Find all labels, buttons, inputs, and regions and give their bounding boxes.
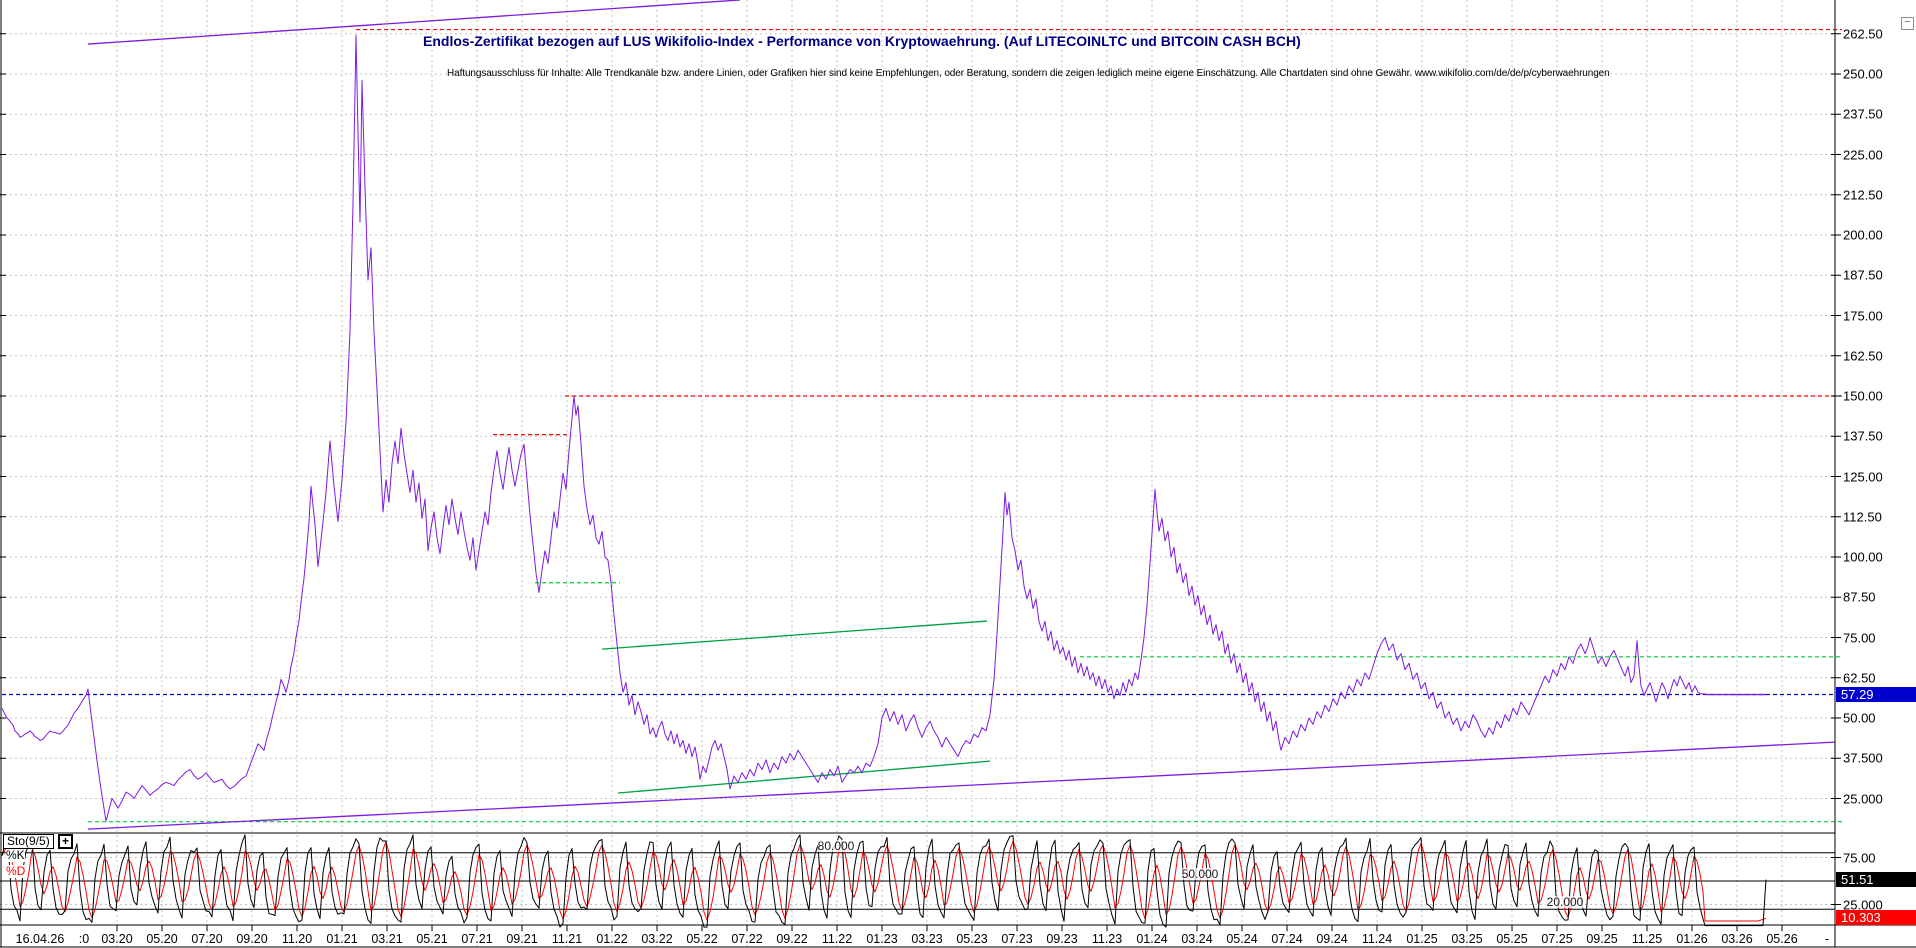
y-axis-label: 75.00 [1843, 630, 1876, 645]
x-axis-label: 01.24 [1136, 932, 1168, 946]
disclaimer-text: Haftungsausschluss für Inhalte: Alle Tre… [447, 68, 1610, 79]
current-price-badge: 57.29 [1836, 687, 1916, 702]
oscillator-level-label: 20.000 [1546, 895, 1584, 910]
x-axis-label: 03.25 [1451, 932, 1483, 946]
x-axis-label: 03.20 [101, 932, 133, 946]
x-axis-label: 05.24 [1226, 932, 1258, 946]
x-axis-label: 07.21 [461, 932, 493, 946]
y-axis-label: 87.50 [1843, 589, 1876, 605]
x-axis-label: 03.23 [911, 932, 943, 946]
purple-trendline [87, 0, 741, 45]
x-axis-label: 09.20 [236, 932, 268, 946]
x-axis-label: 09.24 [1316, 932, 1348, 946]
collapse-button[interactable]: − [1901, 17, 1914, 30]
d-line-label: %D [6, 864, 26, 878]
stochastic-d-value-badge: 10.303 [1836, 910, 1916, 925]
y-axis-label: 50.00 [1843, 710, 1876, 726]
oscillator-axis-label: 25.000 [1843, 897, 1883, 912]
y-axis-label: 225.00 [1843, 147, 1883, 162]
price-line [1, 34, 1708, 822]
stochastic-k-line [1, 834, 1767, 928]
x-axis-label: 05.23 [956, 932, 988, 946]
green-trendline [601, 620, 988, 650]
x-axis-label: 09.23 [1046, 932, 1078, 946]
oscillator-axis-label: 75.00 [1843, 850, 1876, 865]
x-axis-label: 03.26 [1721, 932, 1753, 946]
x-axis-label: 16.04.26 [15, 932, 65, 946]
indicator-add-button[interactable]: + [58, 834, 73, 849]
x-axis-label: 07.22 [731, 932, 763, 946]
y-axis-label: 25.000 [1843, 791, 1883, 806]
y-axis-label: 112.50 [1843, 509, 1882, 525]
y-axis-label: 237.50 [1843, 106, 1883, 122]
x-axis-label: 03.22 [641, 932, 673, 946]
y-axis-label: 187.50 [1843, 267, 1883, 283]
x-axis-label: 01.25 [1406, 932, 1438, 946]
x-axis-label: 05.20 [146, 932, 178, 946]
oscillator-level-label: 80.000 [817, 838, 855, 853]
y-axis-label: 62.50 [1843, 670, 1876, 686]
x-axis-label: 01.26 [1676, 932, 1708, 946]
indicator-name-button[interactable]: Sto(9/5) [3, 834, 54, 849]
x-axis-label: 07.24 [1271, 932, 1303, 946]
k-line-label: %K [6, 848, 25, 862]
y-axis-label: 37.500 [1843, 750, 1883, 766]
x-axis-label: 11.24 [1361, 932, 1393, 946]
x-axis-label: 11.25 [1631, 932, 1663, 946]
stochastic-k-value-badge: 51.51 [1836, 872, 1916, 887]
y-axis-label: 212.50 [1843, 187, 1883, 203]
y-axis-label: 250.00 [1843, 66, 1883, 82]
x-axis-label: 07.25 [1541, 932, 1573, 946]
x-axis-label: 09.22 [776, 932, 808, 946]
x-axis-label: 03.21 [371, 932, 403, 946]
x-axis-label: 09.25 [1586, 932, 1618, 946]
y-axis-label: 200.00 [1843, 227, 1883, 243]
x-axis-label: 07.20 [191, 932, 223, 946]
x-axis-label: 09.21 [506, 932, 538, 946]
purple-trendline [87, 741, 1836, 830]
x-axis-label: 11.23 [1091, 932, 1123, 946]
y-axis-label: 100.00 [1843, 549, 1883, 565]
oscillator-level-label: 50.000 [1181, 867, 1219, 881]
chart-title: Endlos-Zertifikat bezogen auf LUS Wikifo… [423, 33, 1301, 49]
x-axis-label: - [1824, 932, 1830, 946]
y-axis-label: 150.00 [1843, 388, 1883, 404]
y-axis-label: 175.00 [1843, 308, 1883, 323]
x-axis-label: 05.26 [1766, 932, 1798, 946]
x-axis-label: 05.22 [686, 932, 718, 946]
x-axis-label: 07.23 [1001, 932, 1033, 946]
green-trendline [617, 760, 991, 794]
y-axis-label: 125.00 [1843, 469, 1883, 484]
x-axis-label: 05.25 [1496, 932, 1528, 946]
stochastic-d-line [1, 840, 1767, 922]
x-axis-label: 01.22 [596, 932, 628, 946]
y-axis-label: 137.50 [1843, 428, 1883, 444]
x-axis-label: :0 [78, 932, 90, 946]
y-axis-label: 262.50 [1843, 26, 1883, 42]
y-axis-label: 162.50 [1843, 348, 1883, 364]
x-axis-label: 01.21 [326, 932, 358, 946]
x-axis-label: 11.21 [551, 932, 583, 946]
x-axis-label: 05.21 [416, 932, 448, 946]
x-axis-label: 11.20 [281, 932, 313, 946]
x-axis-label: 03.24 [1181, 932, 1213, 946]
x-axis-label: 01.23 [866, 932, 898, 946]
x-axis-label: 11.22 [821, 932, 853, 946]
